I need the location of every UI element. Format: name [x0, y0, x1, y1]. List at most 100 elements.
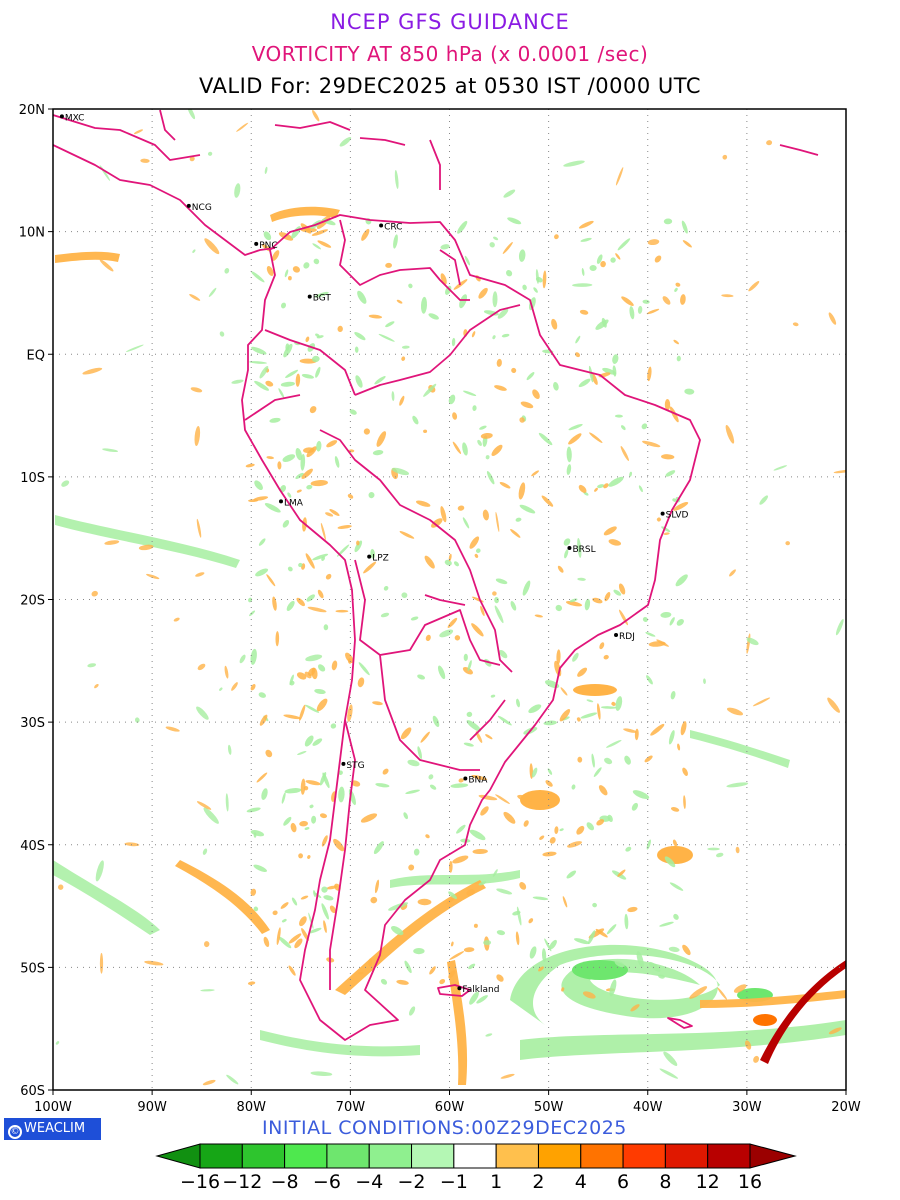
- negative-vorticity-speck: [249, 361, 267, 364]
- negative-vorticity-speck: [388, 902, 409, 911]
- negative-vorticity-speck: [490, 694, 496, 698]
- negative-vorticity-speck: [549, 939, 557, 950]
- negative-vorticity-speck: [423, 383, 437, 397]
- positive-vorticity-speck: [661, 454, 675, 460]
- positive-vorticity-speck: [303, 447, 315, 454]
- negative-vorticity-speck: [448, 394, 456, 405]
- positive-vorticity-speck: [480, 605, 485, 617]
- positive-vorticity-speck: [256, 772, 268, 783]
- negative-vorticity-speck: [642, 299, 650, 304]
- negative-vorticity-speck: [641, 423, 648, 430]
- negative-vorticity-speck: [445, 285, 452, 295]
- colorbar-swatch: [664, 1143, 709, 1169]
- city-label: LMA: [284, 498, 304, 508]
- positive-vorticity-speck: [471, 331, 476, 338]
- positive-vorticity-speck: [574, 352, 581, 358]
- negative-vorticity-speck: [253, 864, 268, 873]
- positive-vorticity-speck: [440, 273, 447, 285]
- negative-vorticity-speck: [282, 454, 296, 462]
- negative-vorticity-speck: [601, 317, 607, 328]
- lon-label: 30W: [732, 1100, 762, 1115]
- positive-vorticity-speck: [474, 553, 479, 558]
- negative-vorticity-speck: [303, 262, 310, 269]
- negative-vorticity-speck: [566, 464, 572, 476]
- negative-vorticity-speck: [203, 807, 219, 824]
- negative-vorticity-speck: [255, 568, 269, 577]
- negative-vorticity-speck: [648, 961, 661, 972]
- positive-vorticity-speck: [673, 339, 679, 345]
- negative-vorticity-speck: [313, 890, 316, 898]
- negative-vorticity-speck: [309, 804, 314, 809]
- negative-vorticity-speck: [575, 335, 581, 344]
- positive-vorticity-speck: [745, 1040, 752, 1050]
- negative-vorticity-speck: [383, 585, 389, 591]
- negative-vorticity-speck: [602, 367, 617, 375]
- vorticity-field: [53, 206, 846, 1085]
- negative-vorticity-speck: [315, 333, 320, 338]
- positive-vorticity-speck: [615, 167, 624, 186]
- negative-vorticity-speck: [246, 807, 261, 813]
- negative-vorticity-speck: [522, 580, 531, 596]
- negative-vorticity-speck: [393, 234, 398, 249]
- negative-vorticity-speck: [312, 243, 322, 250]
- city-label: PNC: [259, 241, 277, 251]
- positive-vorticity-speck: [266, 456, 274, 460]
- negative-vorticity-speck: [231, 379, 244, 384]
- caribbean-islands: [274, 121, 819, 190]
- negative-vorticity-speck: [401, 345, 410, 349]
- positive-vorticity-speck: [578, 220, 594, 229]
- positive-vorticity-speck: [603, 654, 609, 660]
- negative-vorticity-speck: [506, 270, 513, 277]
- positive-vorticity-speck: [203, 941, 210, 948]
- negative-vorticity-speck: [746, 637, 759, 646]
- positive-vorticity-speck: [725, 425, 735, 444]
- positive-vorticity-speck: [539, 835, 545, 840]
- negative-vorticity-speck: [493, 236, 499, 241]
- negative-vorticity-speck: [391, 926, 404, 936]
- positive-vorticity-speck: [420, 731, 430, 743]
- negative-vorticity-speck: [645, 632, 656, 637]
- negative-vorticity-speck: [541, 948, 547, 963]
- positive-vorticity-speck: [515, 931, 520, 946]
- vorticity-speckle: [55, 109, 846, 1086]
- negative-vorticity-speck: [572, 283, 593, 287]
- negative-vorticity-speck: [285, 369, 299, 378]
- negative-vorticity-speck: [196, 706, 209, 720]
- negative-vorticity-speck: [358, 662, 370, 676]
- negative-vorticity-speck: [102, 448, 119, 452]
- positive-vorticity-speck: [680, 721, 687, 736]
- positive-vorticity-speck: [663, 532, 670, 535]
- positive-vorticity-speck: [510, 529, 521, 538]
- positive-vorticity-speck: [319, 813, 328, 819]
- city-dot: [614, 633, 619, 638]
- negative-vorticity-speck: [610, 257, 616, 263]
- negative-vorticity-speck: [413, 948, 425, 955]
- positive-vorticity-speck: [722, 154, 728, 160]
- city-dot: [367, 554, 372, 559]
- negative-vorticity-speck: [251, 346, 267, 355]
- city-label: BNA: [468, 776, 488, 786]
- negative-vorticity-speck: [312, 738, 323, 746]
- positive-vorticity-speck: [647, 366, 652, 382]
- negative-vorticity-speck: [572, 652, 579, 662]
- positive-vorticity-speck: [301, 468, 313, 479]
- negative-vorticity-speck: [577, 577, 586, 581]
- negative-vorticity-speck: [503, 189, 516, 198]
- positive-vorticity-speck: [833, 469, 846, 474]
- negative-vorticity-speck: [125, 344, 144, 353]
- negative-vorticity-speck: [208, 287, 217, 297]
- central-america-coast: [53, 109, 276, 256]
- negative-vorticity-speck: [306, 594, 316, 602]
- negative-vorticity-speck: [403, 812, 409, 820]
- positive-vorticity-speck: [567, 841, 582, 848]
- positive-vorticity-speck: [499, 481, 511, 489]
- positive-vorticity-speck: [682, 944, 691, 956]
- negative-vorticity-speck: [321, 903, 329, 920]
- positive-vorticity-speck: [283, 714, 301, 720]
- positive-vorticity-speck: [399, 531, 415, 539]
- negative-vorticity-speck: [370, 548, 376, 559]
- positive-vorticity-speck: [368, 958, 373, 967]
- negative-vorticity-speck: [531, 767, 538, 778]
- negative-vorticity-speck: [253, 906, 259, 912]
- positive-vorticity-speck: [618, 583, 626, 595]
